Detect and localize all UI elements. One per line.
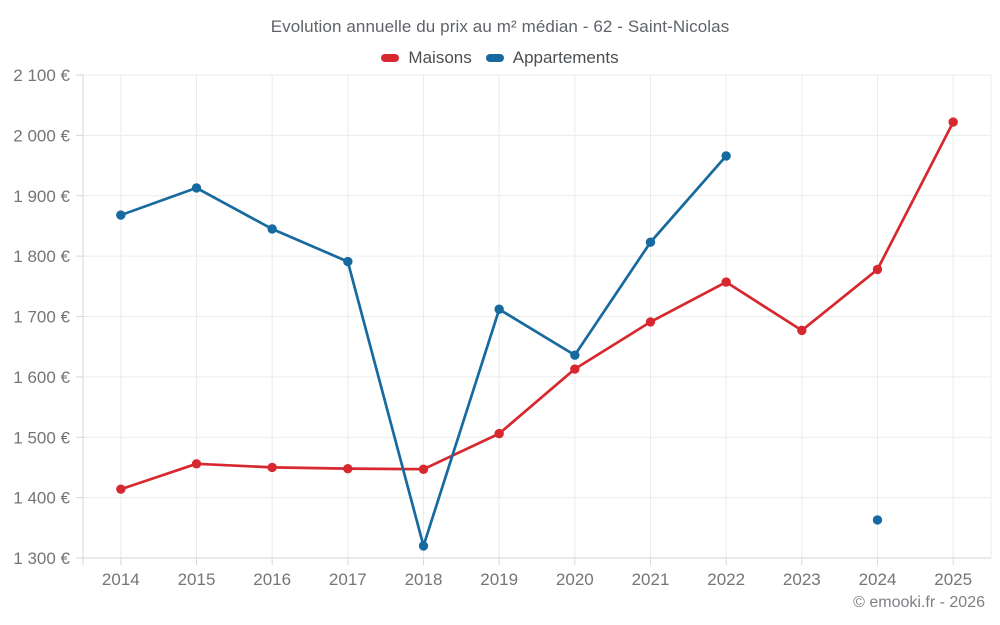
y-axis-label: 2 100 € (13, 66, 70, 85)
data-point-maisons (191, 459, 202, 469)
data-point-appartements (872, 515, 883, 525)
data-point-appartements (721, 151, 731, 161)
legend-label-maisons: Maisons (408, 48, 472, 67)
y-axis-label: 1 900 € (13, 187, 70, 206)
data-point-appartements (267, 224, 277, 234)
y-axis-label: 1 700 € (13, 308, 70, 327)
data-point-appartements (494, 304, 504, 314)
data-point-appartements (116, 210, 126, 220)
data-point-maisons (570, 364, 580, 374)
data-point-maisons (494, 428, 504, 439)
data-point-maisons (418, 464, 429, 474)
y-axis-label: 2 000 € (13, 126, 70, 145)
data-point-maisons (116, 484, 126, 494)
data-point-appartements (418, 541, 429, 551)
data-point-maisons (645, 317, 656, 327)
legend-item-maisons[interactable]: Maisons (381, 48, 472, 68)
footer-credit: © emooki.fr - 2026 (853, 594, 985, 611)
chart-legend: Maisons Appartements (0, 46, 1000, 70)
chart-title: Evolution annuelle du prix au m² médian … (270, 17, 730, 36)
legend-label-appartements: Appartements (512, 48, 619, 67)
y-axis-label: 1 600 € (13, 368, 70, 387)
x-axis-label: 2015 (178, 570, 216, 589)
data-point-appartements (343, 256, 353, 267)
y-axis-label: 1 300 € (13, 549, 70, 568)
x-axis-label: 2014 (102, 570, 140, 589)
x-axis-label: 2024 (859, 570, 897, 589)
legend-item-appartements[interactable]: Appartements (485, 48, 619, 68)
x-axis-label: 2022 (707, 570, 745, 589)
x-axis-label: 2021 (632, 570, 670, 589)
data-point-appartements (645, 237, 656, 247)
legend-swatch (485, 54, 504, 62)
x-axis-label: 2016 (253, 570, 291, 589)
series-line-maisons (119, 120, 955, 491)
legend-swatch (381, 54, 400, 62)
y-axis-label: 1 500 € (13, 428, 70, 447)
data-point-maisons (267, 462, 277, 473)
y-axis-label: 1 400 € (13, 489, 70, 508)
x-axis-label: 2020 (556, 570, 594, 589)
data-point-maisons (797, 325, 807, 336)
x-axis-label: 2019 (480, 570, 518, 589)
x-axis-label: 2017 (329, 570, 367, 589)
data-point-maisons (343, 463, 353, 474)
data-point-maisons (948, 117, 958, 127)
x-axis-label: 2018 (405, 570, 443, 589)
x-axis-label: 2025 (934, 570, 972, 589)
y-axis-label: 1 800 € (13, 247, 70, 266)
data-point-appartements (191, 183, 202, 193)
data-point-maisons (721, 277, 731, 287)
data-point-appartements (570, 350, 580, 360)
x-axis-label: 2023 (783, 570, 821, 589)
data-point-maisons (872, 264, 883, 275)
